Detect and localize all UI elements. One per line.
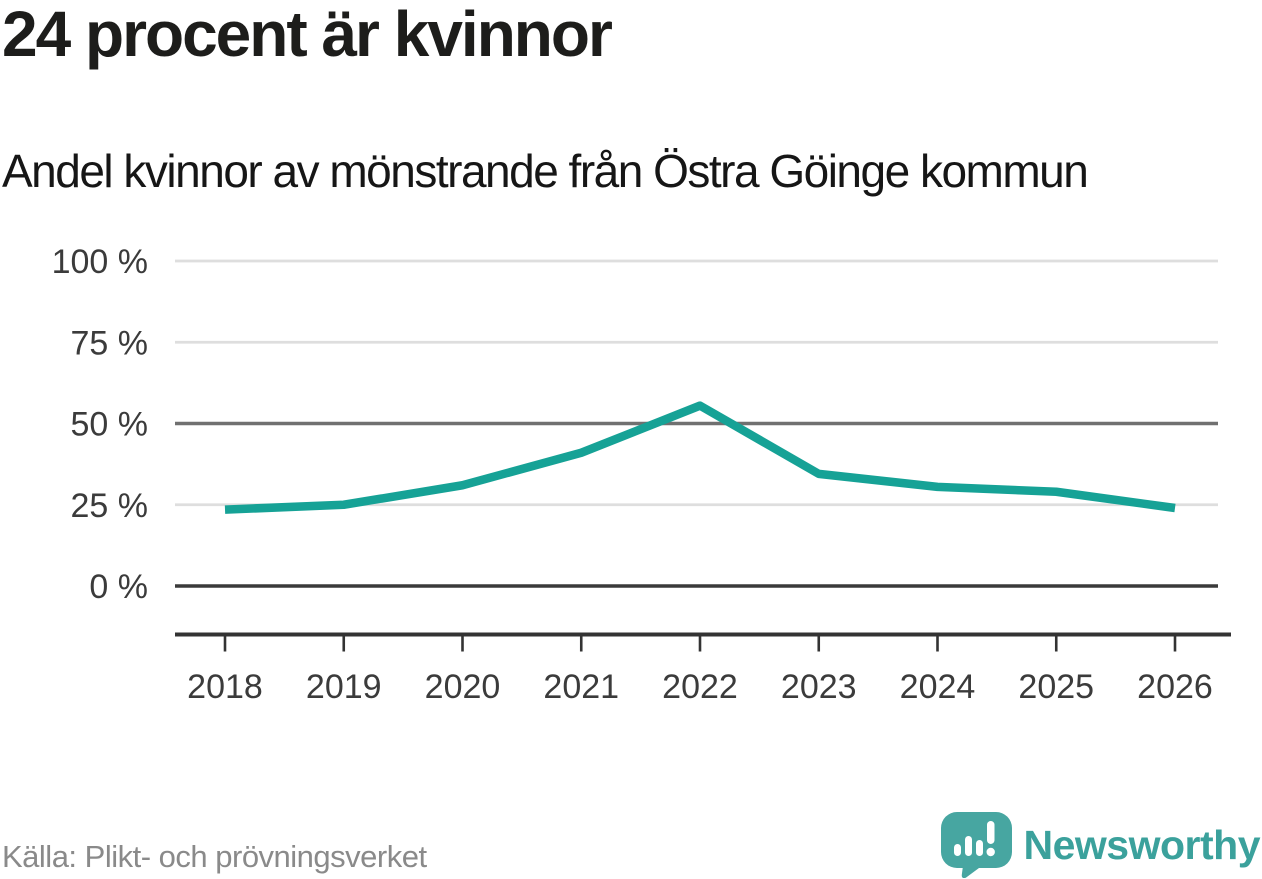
logo-bar-1: [953, 844, 961, 856]
logo-exclamation-dot: [986, 847, 995, 857]
newsworthy-icon: [940, 812, 1012, 878]
x-axis-label: 2025: [1018, 668, 1094, 706]
chart-title: 24 procent är kvinnor: [2, 0, 613, 70]
chart-subtitle: Andel kvinnor av mönstrande från Östra G…: [2, 145, 1089, 197]
x-axis-label: 2020: [425, 668, 501, 706]
source-note: Källa: Plikt- och prövningsverket: [2, 839, 427, 874]
logo-exclamation-bar: [986, 821, 994, 844]
newsworthy-wordmark: Newsworthy: [1023, 821, 1261, 868]
x-axis-label: 2018: [187, 668, 263, 706]
x-axis-label: 2024: [900, 668, 976, 706]
x-axis-label: 2023: [781, 668, 857, 706]
x-axis-label: 2019: [306, 668, 382, 706]
y-axis-label: 0 %: [89, 568, 148, 606]
logo-bar-3: [975, 840, 983, 856]
logo-bar-2: [964, 836, 972, 856]
x-axis-label: 2021: [543, 668, 619, 706]
y-axis-label: 100 %: [52, 243, 148, 281]
x-axis-label: 2026: [1137, 668, 1213, 706]
newsworthy-logo: Newsworthy: [940, 812, 1261, 878]
y-axis-label: 50 %: [71, 406, 149, 444]
line-chart: 0 % 25 % 50 % 75 % 100 % 2018 2019 2020 2021 2022…: [52, 243, 1231, 706]
data-line: [224, 401, 1176, 514]
x-axis-label: 2022: [662, 668, 738, 706]
y-axis-label: 25 %: [71, 487, 149, 525]
y-axis-label: 75 %: [71, 324, 149, 362]
